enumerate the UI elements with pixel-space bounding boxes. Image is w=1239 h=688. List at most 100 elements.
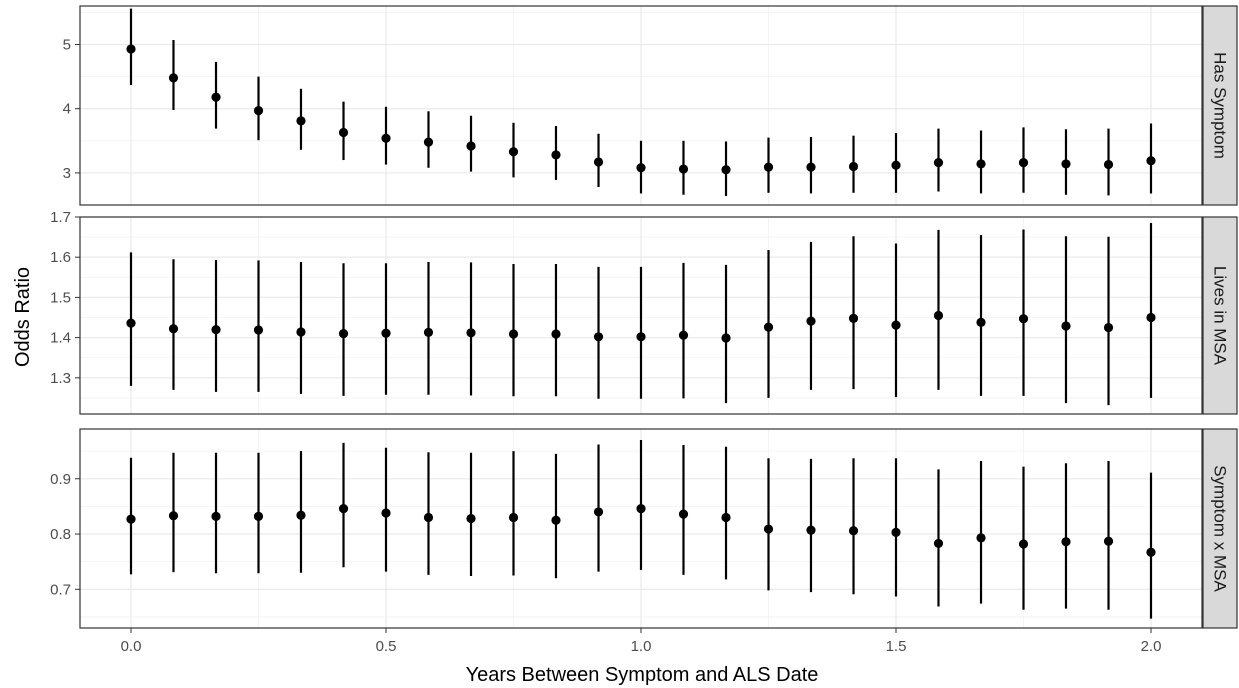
estimate-point xyxy=(296,327,306,337)
estimate-point xyxy=(976,159,986,169)
estimate-point xyxy=(763,322,774,332)
estimate-point xyxy=(1103,159,1114,170)
estimate-point xyxy=(508,512,519,523)
estimate-point xyxy=(466,141,476,151)
estimate-point xyxy=(848,161,859,172)
estimate-point xyxy=(636,332,646,342)
estimate-point xyxy=(551,515,561,525)
panel-2: 1.3 1.4 1.5 1.6 1.7 Lives in MSA xyxy=(50,209,1238,415)
estimate-point xyxy=(1146,156,1156,166)
y-tick-label: 3 xyxy=(63,165,71,182)
x-tick-label: 1.0 xyxy=(631,638,652,655)
estimate-point xyxy=(338,328,349,339)
estimate-point xyxy=(168,324,179,334)
estimate-point xyxy=(593,332,604,342)
x-tick-label: 2.0 xyxy=(1141,638,1162,655)
x-tick-label: 0.5 xyxy=(376,638,397,655)
estimate-point xyxy=(168,73,179,83)
estimate-point xyxy=(636,163,646,173)
estimate-point xyxy=(763,162,774,172)
estimate-point xyxy=(126,514,136,524)
y-axis-title: Odds Ratio xyxy=(12,267,34,367)
y-tick-label: 4 xyxy=(63,101,71,118)
estimate-point xyxy=(551,150,561,160)
estimate-point xyxy=(423,327,434,337)
estimate-point xyxy=(721,165,731,175)
estimate-point xyxy=(1103,536,1114,546)
estimate-point xyxy=(721,333,731,343)
estimate-point xyxy=(296,116,306,126)
estimate-point xyxy=(678,509,689,519)
estimate-point xyxy=(933,158,944,168)
facet-strip-label: Symptom x MSA xyxy=(1211,465,1230,592)
estimate-point xyxy=(211,92,221,102)
estimate-point xyxy=(381,133,391,143)
estimate-point xyxy=(338,504,349,514)
estimate-point xyxy=(551,329,561,339)
facet-strip-label: Has Symptom xyxy=(1211,52,1230,159)
estimate-point xyxy=(1018,314,1029,324)
estimate-point xyxy=(806,162,816,172)
estimate-point xyxy=(126,318,136,328)
estimate-point xyxy=(806,525,816,535)
panel-border xyxy=(79,5,1203,206)
estimate-point xyxy=(891,527,901,537)
estimate-point xyxy=(763,524,774,534)
estimate-point xyxy=(296,510,306,520)
estimate-point xyxy=(848,526,859,536)
facet-strip-label: Lives in MSA xyxy=(1211,266,1230,366)
x-axis: 0.0 0.5 1.0 1.5 2.0 xyxy=(121,628,1162,655)
estimate-point xyxy=(593,507,604,517)
estimate-point xyxy=(1061,321,1071,331)
estimate-point xyxy=(253,325,264,335)
y-tick-label: 1.6 xyxy=(50,249,71,266)
estimate-point xyxy=(678,164,689,174)
estimate-point xyxy=(423,137,434,147)
estimate-point xyxy=(1018,539,1029,549)
estimate-point xyxy=(253,106,264,116)
estimate-point xyxy=(678,330,689,340)
panel-1: 3 4 5 Has Symptom xyxy=(63,5,1238,206)
estimate-point xyxy=(593,157,604,167)
estimate-point xyxy=(976,533,986,543)
y-tick-label: 1.4 xyxy=(50,330,71,347)
estimate-point xyxy=(976,317,986,327)
estimate-point xyxy=(381,508,391,518)
estimate-point xyxy=(168,511,179,521)
facet-strip xyxy=(1202,5,1238,206)
estimate-point xyxy=(423,512,434,523)
estimate-point xyxy=(721,512,731,523)
estimate-point xyxy=(466,513,476,524)
estimate-point xyxy=(1018,158,1029,168)
x-tick-label: 1.5 xyxy=(886,638,907,655)
estimate-point xyxy=(891,160,901,170)
panel-3: 0.7 0.8 0.9 Symptom x MSA xyxy=(50,428,1238,629)
estimate-point xyxy=(891,320,901,330)
estimate-point xyxy=(126,44,136,54)
estimate-point xyxy=(338,127,349,138)
y-tick-label: 0.7 xyxy=(50,581,71,598)
estimate-point xyxy=(508,147,519,157)
estimate-point xyxy=(1061,537,1071,547)
x-axis-title: Years Between Symptom and ALS Date xyxy=(466,664,819,686)
estimate-point xyxy=(466,328,476,338)
y-tick-label: 1.3 xyxy=(50,370,71,387)
estimate-point xyxy=(211,511,221,521)
estimate-point xyxy=(381,328,391,338)
estimate-point xyxy=(933,310,944,321)
y-tick-label: 1.5 xyxy=(50,289,71,306)
estimate-point xyxy=(253,511,264,521)
estimate-point xyxy=(806,316,816,326)
panel-border xyxy=(79,216,1203,415)
estimate-point xyxy=(508,329,519,339)
y-tick-label: 1.7 xyxy=(50,209,71,226)
facet-strip xyxy=(1202,216,1238,415)
estimate-point xyxy=(848,313,859,323)
estimate-point xyxy=(211,324,221,335)
estimate-point xyxy=(1146,312,1156,323)
chart-panels: 3 4 5 Has Symptom 1.3 1.4 1.5 1.6 1.7 Lives in MS… xyxy=(50,5,1238,629)
y-tick-label: 0.9 xyxy=(50,471,71,488)
estimate-point xyxy=(1061,159,1071,169)
x-tick-label: 0.0 xyxy=(121,638,142,655)
